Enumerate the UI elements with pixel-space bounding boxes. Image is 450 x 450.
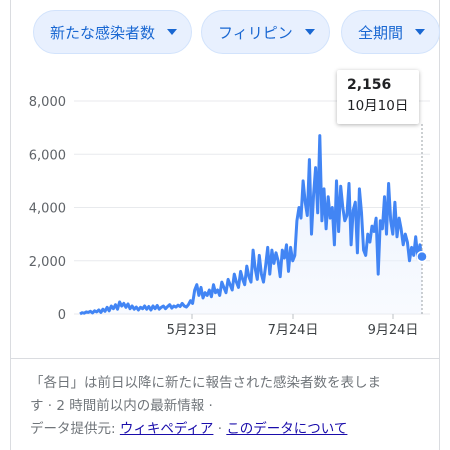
region-dropdown[interactable]: フィリピン bbox=[201, 10, 330, 54]
y-tick-label: 6,000 bbox=[29, 148, 66, 163]
x-tick-label: 9月24日 bbox=[368, 323, 419, 338]
period-dropdown-label: 全期間 bbox=[358, 23, 404, 42]
footnote-line-2: す · 2 時間前以内の最新情報 · bbox=[30, 398, 213, 414]
x-tick-label: 5月23日 bbox=[167, 323, 218, 338]
source-separator: · bbox=[217, 421, 223, 437]
results-card: 新たな感染者数 フィリピン 全期間 bbox=[10, 0, 441, 450]
y-axis: 0 2,000 4,000 6,000 8,000 bbox=[29, 95, 66, 323]
region-dropdown-label: フィリピン bbox=[218, 23, 293, 42]
metric-dropdown[interactable]: 新たな感染者数 bbox=[33, 10, 193, 54]
y-tick-label: 0 bbox=[58, 308, 66, 323]
value-tooltip: 2,156 10月10日 bbox=[337, 70, 419, 124]
chevron-down-icon bbox=[304, 29, 315, 35]
period-dropdown[interactable]: 全期間 bbox=[341, 10, 441, 54]
hover-point bbox=[416, 250, 428, 263]
y-tick-label: 2,000 bbox=[29, 255, 66, 270]
series-area bbox=[80, 135, 422, 314]
divider bbox=[10, 358, 440, 359]
cases-chart[interactable]: 0 2,000 4,000 6,000 8,000 5月23日 7月24日 9月24日 bbox=[0, 0, 450, 360]
metric-dropdown-label: 新たな感染者数 bbox=[50, 23, 156, 42]
source-label: データ提供元: bbox=[30, 421, 116, 437]
wikipedia-link[interactable]: ウィキペディア bbox=[119, 421, 214, 437]
y-tick-label: 4,000 bbox=[29, 202, 66, 217]
series-line bbox=[79, 134, 424, 316]
source-row: データ提供元: ウィキペディア · このデータについて bbox=[30, 418, 436, 441]
tooltip-date: 10月10日 bbox=[347, 98, 409, 114]
x-tick-label: 7月24日 bbox=[268, 323, 319, 338]
y-tick-label: 8,000 bbox=[29, 95, 66, 110]
footnote-line-1: 「各日」は前日以降に新たに報告された感染者数を表しま bbox=[30, 375, 381, 391]
chart-footnote: 「各日」は前日以降に新たに報告された感染者数を表しま す · 2 時間前以内の最… bbox=[30, 372, 436, 441]
x-axis: 5月23日 7月24日 9月24日 bbox=[167, 314, 419, 338]
chevron-down-icon bbox=[415, 29, 426, 35]
tooltip-value: 2,156 bbox=[347, 77, 392, 93]
about-data-link[interactable]: このデータについて bbox=[226, 421, 348, 437]
chevron-down-icon bbox=[167, 29, 178, 35]
